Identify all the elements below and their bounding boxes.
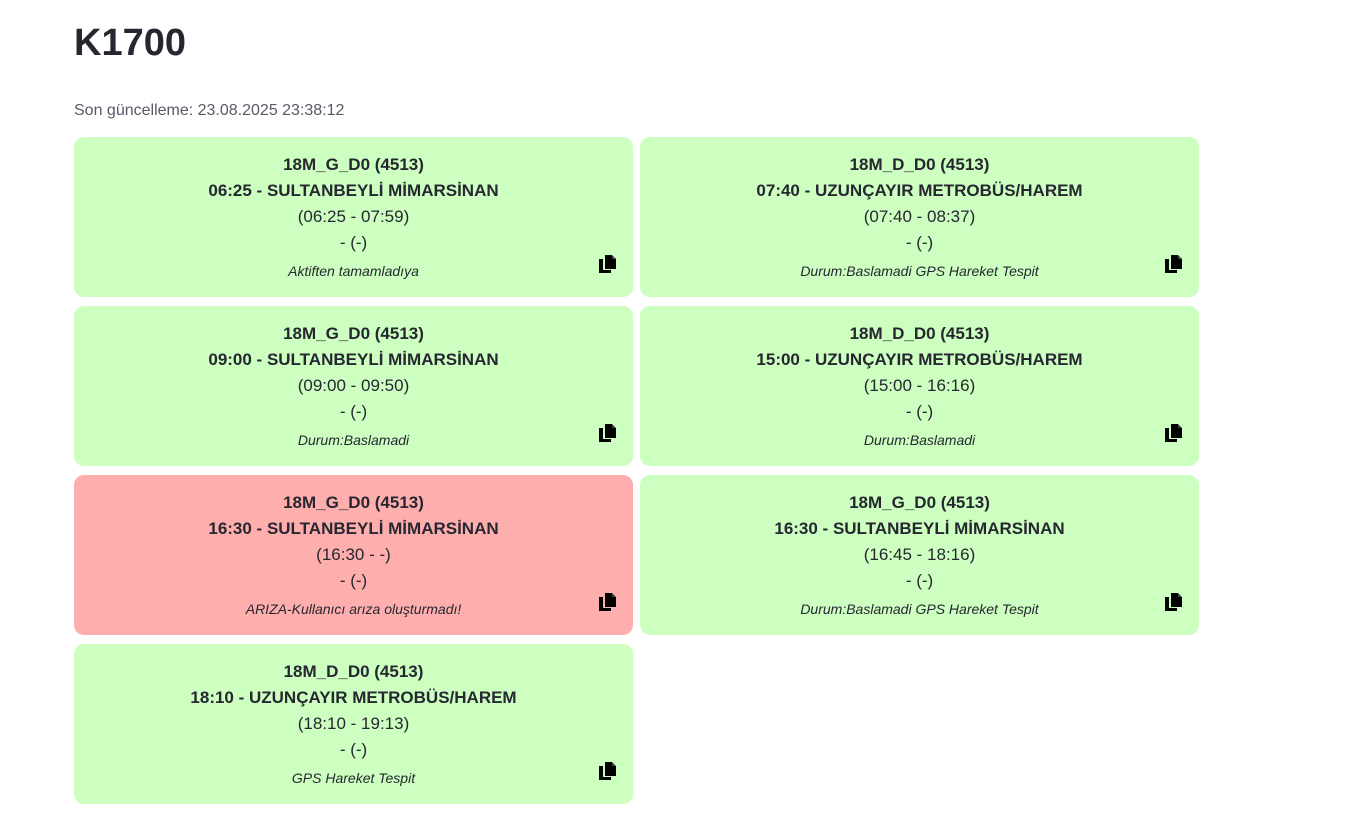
trip-extra: - (-) — [905, 571, 934, 590]
trip-card: 18M_D_D0 (4513) 15:00 - UZUNÇAYIR METROB… — [640, 306, 1199, 466]
trip-status: Durum:Baslamadi GPS Hareket Tespit — [800, 601, 1039, 617]
trip-grid: 18M_G_D0 (4513) 06:25 - SULTANBEYLİ MİMA… — [74, 137, 1199, 804]
trip-time-range: (07:40 - 08:37) — [863, 207, 976, 226]
copy-icon[interactable] — [599, 593, 616, 611]
trip-route-code: 18M_D_D0 (4513) — [283, 662, 424, 681]
trip-card: 18M_D_D0 (4513) 18:10 - UZUNÇAYIR METROB… — [74, 644, 633, 804]
trip-extra: - (-) — [339, 740, 368, 759]
trip-departure: 15:00 - UZUNÇAYIR METROBÜS/HAREM — [756, 350, 1083, 369]
trip-route-code: 18M_G_D0 (4513) — [283, 493, 424, 512]
page-title: K1700 — [74, 22, 186, 64]
trip-route-code: 18M_G_D0 (4513) — [849, 493, 990, 512]
trip-time-range: (16:45 - 18:16) — [863, 545, 976, 564]
trip-status: GPS Hareket Tespit — [291, 770, 416, 786]
trip-departure: 16:30 - SULTANBEYLİ MİMARSİNAN — [208, 519, 499, 538]
trip-route-code: 18M_G_D0 (4513) — [283, 155, 424, 174]
trip-card: 18M_G_D0 (4513) 06:25 - SULTANBEYLİ MİMA… — [74, 137, 633, 297]
trip-time-range: (15:00 - 16:16) — [863, 376, 976, 395]
trip-extra: - (-) — [339, 571, 368, 590]
trip-extra: - (-) — [339, 233, 368, 252]
trip-route-code: 18M_G_D0 (4513) — [283, 324, 424, 343]
copy-icon[interactable] — [599, 255, 616, 273]
trip-card: 18M_G_D0 (4513) 09:00 - SULTANBEYLİ MİMA… — [74, 306, 633, 466]
trip-departure: 07:40 - UZUNÇAYIR METROBÜS/HAREM — [756, 181, 1083, 200]
trip-departure: 16:30 - SULTANBEYLİ MİMARSİNAN — [774, 519, 1065, 538]
trip-route-code: 18M_D_D0 (4513) — [849, 155, 990, 174]
trip-status: ARIZA-Kullanıcı arıza oluşturmadı! — [245, 601, 462, 617]
copy-icon[interactable] — [599, 424, 616, 442]
trip-extra: - (-) — [905, 233, 934, 252]
trip-departure: 18:10 - UZUNÇAYIR METROBÜS/HAREM — [190, 688, 517, 707]
trip-status: Durum:Baslamadi GPS Hareket Tespit — [800, 263, 1039, 279]
last-updated-text: Son güncelleme: 23.08.2025 23:38:12 — [74, 102, 345, 119]
trip-departure: 09:00 - SULTANBEYLİ MİMARSİNAN — [208, 350, 499, 369]
trip-status: Durum:Baslamadi — [863, 432, 976, 448]
trip-status: Aktiften tamamladıya — [288, 263, 419, 279]
trip-status: Durum:Baslamadi — [297, 432, 410, 448]
trip-departure: 06:25 - SULTANBEYLİ MİMARSİNAN — [208, 181, 499, 200]
trip-time-range: (09:00 - 09:50) — [297, 376, 410, 395]
trip-extra: - (-) — [339, 402, 368, 421]
trip-time-range: (18:10 - 19:13) — [297, 714, 410, 733]
trip-extra: - (-) — [905, 402, 934, 421]
copy-icon[interactable] — [1165, 593, 1182, 611]
copy-icon[interactable] — [599, 762, 616, 780]
copy-icon[interactable] — [1165, 255, 1182, 273]
trip-time-range: (16:30 - -) — [316, 545, 391, 564]
trip-card: 18M_D_D0 (4513) 07:40 - UZUNÇAYIR METROB… — [640, 137, 1199, 297]
copy-icon[interactable] — [1165, 424, 1182, 442]
trip-card: 18M_G_D0 (4513) 16:30 - SULTANBEYLİ MİMA… — [74, 475, 633, 635]
trip-route-code: 18M_D_D0 (4513) — [849, 324, 990, 343]
trip-card: 18M_G_D0 (4513) 16:30 - SULTANBEYLİ MİMA… — [640, 475, 1199, 635]
trip-time-range: (06:25 - 07:59) — [297, 207, 410, 226]
